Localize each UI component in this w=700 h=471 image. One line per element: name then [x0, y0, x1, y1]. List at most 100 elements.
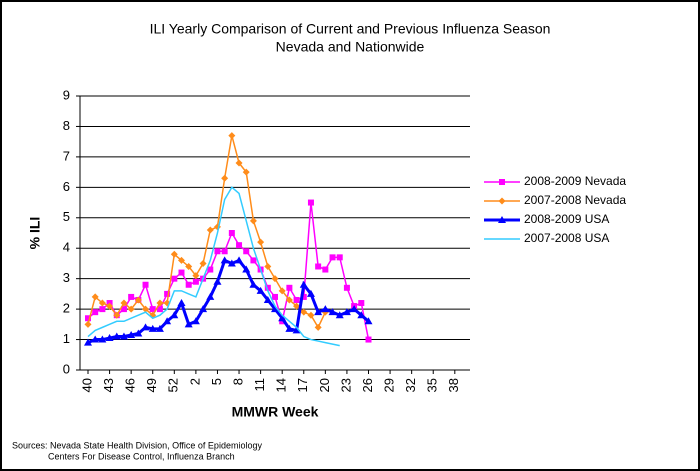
x-tick-label: 38 — [446, 378, 461, 392]
data-point — [206, 226, 214, 234]
y-tick-label: 0 — [63, 361, 70, 376]
data-point — [358, 300, 365, 307]
data-point — [220, 256, 229, 264]
data-point — [191, 317, 200, 325]
data-point — [128, 293, 135, 300]
y-tick-label: 5 — [63, 209, 70, 224]
legend-marker — [499, 179, 505, 185]
data-point — [113, 311, 121, 319]
y-tick-label: 1 — [63, 331, 70, 346]
data-point — [279, 318, 286, 325]
data-point — [221, 248, 228, 255]
data-point — [300, 293, 307, 300]
data-point — [163, 317, 172, 325]
data-point — [293, 296, 300, 303]
data-point — [293, 302, 301, 310]
data-line — [87, 202, 370, 340]
data-point — [236, 242, 243, 249]
data-point — [142, 305, 150, 313]
data-point — [329, 254, 336, 261]
data-point — [91, 335, 100, 343]
data-point — [106, 302, 114, 310]
x-axis-label: MMWR Week — [232, 404, 319, 420]
data-point — [206, 292, 215, 300]
y-tick-label: 9 — [63, 87, 70, 102]
chart-subtitle: Nevada and Nationwide — [276, 39, 425, 55]
data-point — [307, 311, 315, 319]
data-point — [171, 275, 178, 282]
data-point — [235, 159, 243, 167]
data-point — [213, 277, 222, 285]
data-point — [170, 311, 179, 319]
y-tick-label: 6 — [63, 179, 70, 194]
data-point — [155, 324, 164, 332]
legend-label: 2007-2008 Nevada — [524, 193, 626, 207]
data-point — [221, 174, 229, 182]
legend-marker — [498, 216, 506, 223]
data-point — [343, 284, 350, 291]
data-point — [292, 326, 301, 334]
data-point — [322, 266, 329, 273]
x-tick-label: 14 — [274, 378, 289, 392]
data-point — [272, 293, 278, 300]
data-point — [148, 324, 157, 332]
x-tick-label: 23 — [338, 378, 353, 392]
legend-label: 2008-2009 USA — [524, 212, 609, 226]
data-point — [84, 338, 92, 346]
legend-label: 2008-2009 Nevada — [524, 174, 626, 188]
data-point — [185, 281, 192, 288]
data-point — [177, 299, 186, 307]
data-point — [84, 320, 92, 328]
data-point — [199, 259, 207, 267]
data-point — [314, 308, 323, 316]
data-point — [120, 306, 127, 313]
data-point — [264, 284, 271, 291]
data-point — [192, 272, 200, 280]
data-point — [199, 305, 208, 313]
data-point — [92, 309, 99, 316]
x-tick-label: 40 — [79, 378, 94, 392]
data-point — [156, 306, 163, 313]
data-point — [120, 299, 128, 307]
data-point — [271, 305, 279, 313]
x-tick-label: 11 — [252, 378, 267, 392]
data-point — [357, 311, 366, 319]
data-point — [214, 248, 221, 255]
data-point — [228, 132, 236, 140]
data-point — [314, 323, 322, 331]
x-tick-label: 2 — [187, 378, 202, 385]
x-tick-label: 32 — [403, 378, 418, 392]
data-point — [307, 199, 314, 206]
data-point — [142, 281, 149, 288]
x-tick-label: 35 — [425, 378, 440, 392]
data-point — [256, 286, 265, 294]
data-point — [315, 263, 322, 270]
source-note: Centers For Disease Control, Influenza B… — [48, 451, 235, 461]
data-point — [364, 317, 373, 325]
data-point — [178, 256, 185, 264]
data-point — [257, 238, 265, 246]
data-point — [127, 330, 136, 338]
data-line — [87, 186, 340, 347]
data-point — [85, 315, 91, 322]
data-line — [87, 135, 327, 329]
x-tick-label: 5 — [209, 378, 224, 385]
data-point — [228, 230, 235, 236]
source-note: Sources: Nevada State Health Division, O… — [12, 440, 262, 450]
data-point — [207, 266, 214, 273]
data-point — [184, 320, 193, 328]
data-line — [87, 258, 370, 344]
data-point — [170, 250, 178, 258]
y-tick-label: 4 — [63, 240, 70, 255]
data-point — [335, 311, 344, 319]
data-point — [242, 265, 251, 273]
x-tick-label: 43 — [101, 378, 116, 392]
data-point — [192, 278, 199, 285]
x-tick-label: 29 — [382, 378, 397, 392]
data-point — [178, 269, 185, 276]
data-point — [285, 324, 294, 332]
data-point — [185, 262, 193, 270]
data-point — [300, 308, 308, 316]
data-point — [141, 323, 150, 331]
